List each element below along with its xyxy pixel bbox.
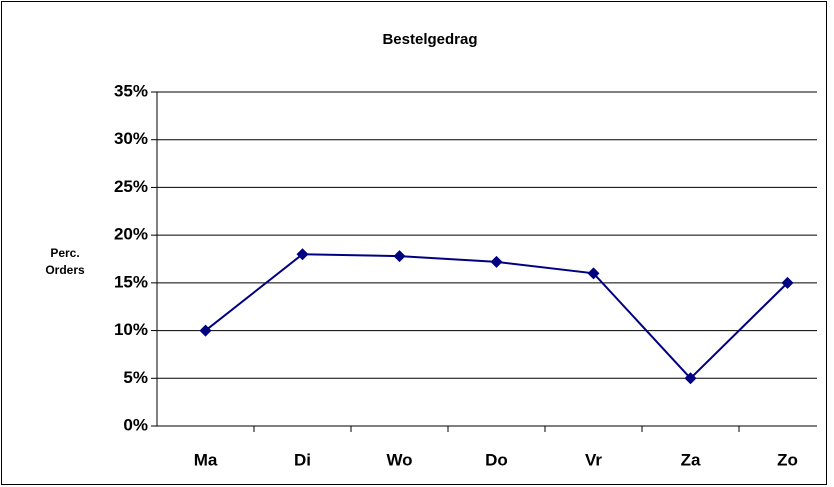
y-tick-label: 30% <box>114 129 148 148</box>
y-tick-label: 20% <box>114 225 148 244</box>
y-tick-label: 25% <box>114 177 148 196</box>
y-axis-label: Orders <box>45 263 85 277</box>
y-tick-label: 5% <box>123 368 148 387</box>
data-point <box>781 276 794 289</box>
x-tick-label: Ma <box>194 450 218 469</box>
x-tick-label: Zo <box>777 450 798 469</box>
data-point <box>296 248 309 261</box>
x-tick-label: Di <box>294 450 311 469</box>
x-tick-label: Wo <box>386 450 412 469</box>
data-point <box>490 255 503 268</box>
y-tick-label: 15% <box>114 272 148 291</box>
y-tick-label: 35% <box>114 81 148 100</box>
data-point <box>587 267 600 280</box>
data-point <box>684 372 697 385</box>
y-tick-label: 10% <box>114 320 148 339</box>
x-tick-label: Do <box>485 450 508 469</box>
y-tick-label: 0% <box>123 415 148 434</box>
chart-title: Bestelgedrag <box>382 31 477 48</box>
x-tick-label: Vr <box>585 450 602 469</box>
data-point <box>393 250 406 263</box>
x-tick-label: Za <box>681 450 701 469</box>
y-axis-label: Perc. <box>50 246 79 260</box>
data-point <box>199 324 212 337</box>
